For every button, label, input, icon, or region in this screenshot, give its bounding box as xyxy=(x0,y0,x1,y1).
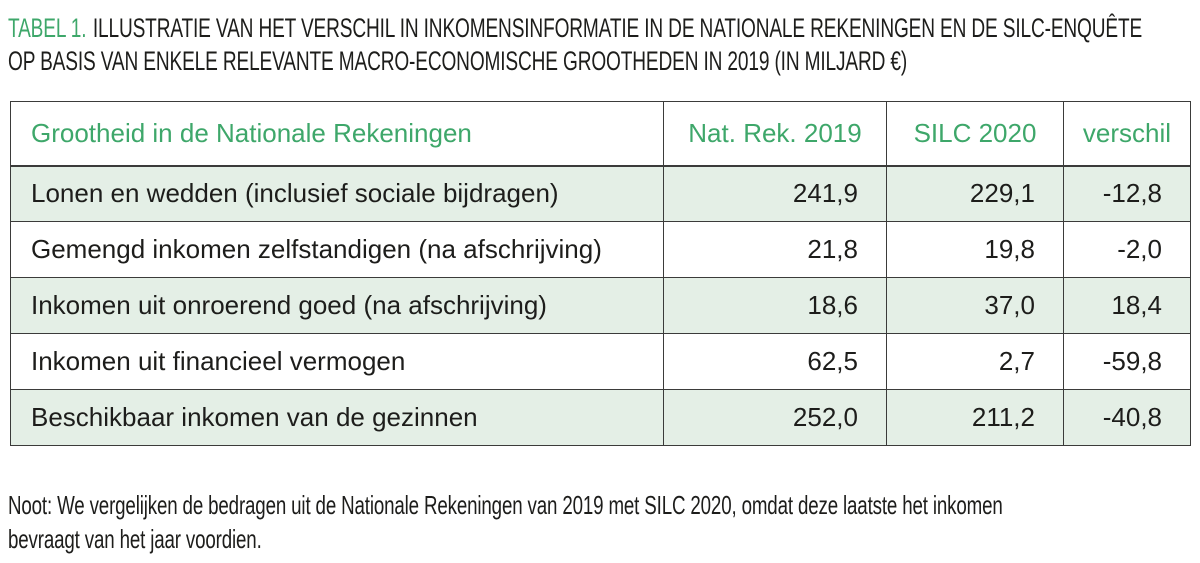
footnote-line1: Noot: We vergelijken de bedragen uit de … xyxy=(8,490,1003,520)
data-table: Grootheid in de Nationale Rekeningen Nat… xyxy=(10,101,1191,446)
cell-verschil: -12,8 xyxy=(1063,165,1191,222)
row-label: Inkomen uit financieel vermogen xyxy=(10,333,664,390)
cell-nat-rek: 241,9 xyxy=(663,165,887,222)
cell-silc: 2,7 xyxy=(886,333,1064,390)
header-cell-grootheid: Grootheid in de Nationale Rekeningen xyxy=(10,101,664,167)
table-row: Inkomen uit onroerend goed (na afschrijv… xyxy=(10,277,1191,334)
table-title-line1: TABEL 1. ILLUSTRATIE VAN HET VERSCHIL IN … xyxy=(8,12,1142,45)
cell-nat-rek: 18,6 xyxy=(663,277,887,334)
row-label: Beschikbaar inkomen van de gezinnen xyxy=(10,389,664,446)
cell-verschil: 18,4 xyxy=(1063,277,1191,334)
cell-silc: 37,0 xyxy=(886,277,1064,334)
cell-verschil: -40,8 xyxy=(1063,389,1191,446)
row-label: Gemengd inkomen zelfstandigen (na afschr… xyxy=(10,221,664,278)
cell-verschil: -2,0 xyxy=(1063,221,1191,278)
table-title: TABEL 1. ILLUSTRATIE VAN HET VERSCHIL IN … xyxy=(8,12,1200,78)
row-label: Inkomen uit onroerend goed (na afschrijv… xyxy=(10,277,664,334)
cell-nat-rek: 252,0 xyxy=(663,389,887,446)
header-cell-nat-rek-2019: Nat. Rek. 2019 xyxy=(663,101,887,167)
footnote: Noot: We vergelijken de bedragen uit de … xyxy=(8,488,1200,556)
table-row: Beschikbaar inkomen van de gezinnen 252,… xyxy=(10,389,1191,446)
cell-nat-rek: 62,5 xyxy=(663,333,887,390)
table-number-label: TABEL 1. xyxy=(8,13,87,43)
header-row: Grootheid in de Nationale Rekeningen Nat… xyxy=(10,101,1191,167)
header-cell-verschil: verschil xyxy=(1063,101,1191,167)
cell-verschil: -59,8 xyxy=(1063,333,1191,390)
cell-silc: 211,2 xyxy=(886,389,1064,446)
footnote-line2: bevraagt van het jaar voordien. xyxy=(8,524,262,554)
table-title-line2: OP BASIS VAN ENKELE RELEVANTE MACRO-ECON… xyxy=(8,46,908,76)
row-label: Lonen en wedden (inclusief sociale bijdr… xyxy=(10,165,664,222)
header-cell-silc-2020: SILC 2020 xyxy=(886,101,1064,167)
table-row: Lonen en wedden (inclusief sociale bijdr… xyxy=(10,165,1191,222)
cell-silc: 19,8 xyxy=(886,221,1064,278)
cell-nat-rek: 21,8 xyxy=(663,221,887,278)
table-row: Gemengd inkomen zelfstandigen (na afschr… xyxy=(10,221,1191,278)
cell-silc: 229,1 xyxy=(886,165,1064,222)
table-title-text1: ILLUSTRATIE VAN HET VERSCHIL IN INKOMENS… xyxy=(92,13,1143,43)
table-row: Inkomen uit financieel vermogen 62,5 2,7… xyxy=(10,333,1191,390)
